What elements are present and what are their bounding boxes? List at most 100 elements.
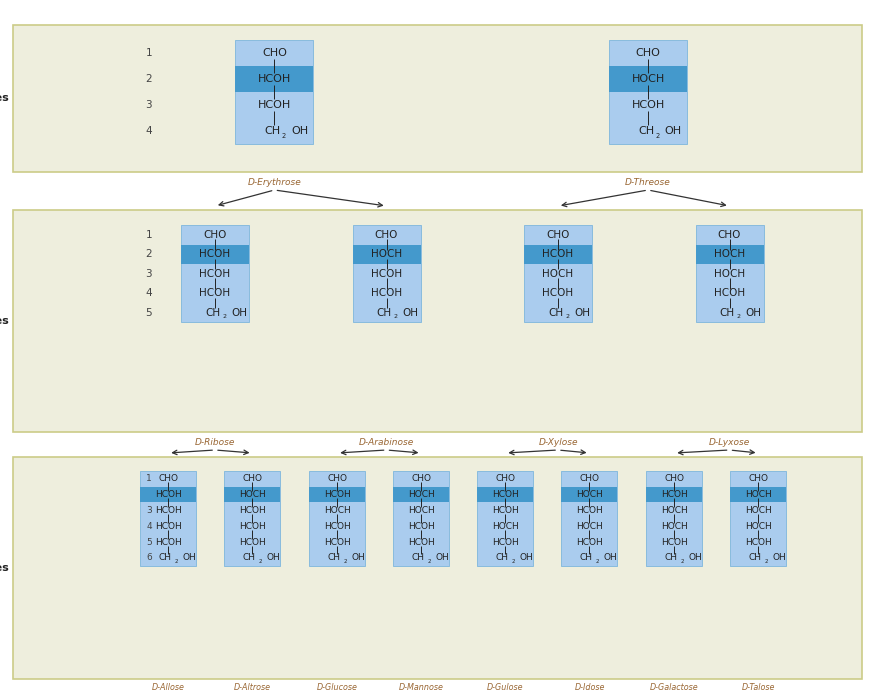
Text: 1: 1	[145, 230, 152, 239]
Text: HCOH: HCOH	[155, 538, 182, 547]
Text: OH: OH	[665, 126, 682, 136]
Text: 2: 2	[655, 133, 660, 139]
Bar	[562, 471, 618, 566]
Text: 3: 3	[146, 506, 152, 515]
Text: 2: 2	[596, 558, 598, 563]
Text: HCOH: HCOH	[239, 506, 266, 515]
Text: D-Xylose: D-Xylose	[538, 438, 578, 447]
Text: HCOH: HCOH	[239, 522, 266, 531]
Text: CH: CH	[327, 554, 340, 563]
Text: OH: OH	[291, 126, 308, 136]
Text: HCOH: HCOH	[155, 490, 182, 499]
Bar	[394, 486, 450, 502]
Text: CH: CH	[205, 308, 220, 318]
Text: HOCH: HOCH	[661, 506, 688, 515]
Text: 2: 2	[511, 558, 514, 563]
Text: 2: 2	[146, 490, 152, 499]
Text: 4: 4	[145, 126, 152, 136]
Text: CHO: CHO	[495, 475, 515, 484]
Bar	[140, 486, 196, 502]
Text: HOCH: HOCH	[745, 490, 772, 499]
Bar	[13, 25, 862, 172]
Bar	[310, 486, 366, 502]
Text: 2: 2	[343, 558, 346, 563]
Text: HCOH: HCOH	[371, 268, 402, 279]
Text: 2: 2	[222, 314, 226, 319]
Text: Aldohexoses: Aldohexoses	[0, 563, 10, 573]
Text: CH: CH	[748, 554, 761, 563]
Bar	[394, 471, 450, 566]
Bar	[235, 66, 313, 92]
Text: HCOH: HCOH	[155, 506, 182, 515]
Bar	[696, 225, 764, 322]
Text: 1: 1	[146, 475, 152, 484]
Bar	[181, 244, 249, 264]
Text: HCOH: HCOH	[200, 249, 231, 260]
Text: HOCH: HOCH	[745, 506, 772, 515]
Text: HCOH: HCOH	[661, 538, 688, 547]
Text: HCOH: HCOH	[155, 522, 182, 531]
Bar	[235, 40, 313, 144]
Text: OH: OH	[574, 308, 590, 318]
Text: 2: 2	[258, 558, 262, 563]
Text: HOCH: HOCH	[661, 522, 688, 531]
Text: OH: OH	[436, 554, 450, 563]
Text: HOCH: HOCH	[542, 268, 574, 279]
Text: HCOH: HCOH	[492, 538, 519, 547]
Text: OH: OH	[604, 554, 618, 563]
Text: OH: OH	[746, 308, 761, 318]
Text: HCOH: HCOH	[576, 538, 603, 547]
Text: D-Altrose: D-Altrose	[234, 683, 271, 692]
Text: HCOH: HCOH	[239, 538, 266, 547]
Text: 1: 1	[145, 48, 152, 58]
Text: HCOH: HCOH	[408, 538, 435, 547]
Text: D-Arabinose: D-Arabinose	[359, 438, 414, 447]
Bar	[478, 486, 534, 502]
Text: 4: 4	[145, 289, 152, 298]
Text: 2: 2	[282, 133, 286, 139]
Text: CHO: CHO	[203, 230, 227, 239]
Bar	[731, 486, 787, 502]
Text: CHO: CHO	[242, 475, 262, 484]
Text: HOCH: HOCH	[632, 74, 665, 84]
Text: CH: CH	[548, 308, 564, 318]
Text: 3: 3	[145, 100, 152, 110]
Text: D-Galactose: D-Galactose	[650, 683, 698, 692]
Text: HCOH: HCOH	[576, 506, 603, 515]
Text: HCOH: HCOH	[200, 268, 231, 279]
Bar	[353, 225, 421, 322]
Text: D-Ribose: D-Ribose	[195, 438, 235, 447]
Text: HCOH: HCOH	[714, 289, 746, 298]
Bar	[224, 486, 280, 502]
Text: CHO: CHO	[718, 230, 741, 239]
Text: HCOH: HCOH	[258, 100, 291, 110]
Text: OH: OH	[402, 308, 418, 318]
Text: CHO: CHO	[411, 475, 431, 484]
Text: HCOH: HCOH	[324, 538, 351, 547]
Text: 2: 2	[174, 558, 178, 563]
Text: HOCH: HOCH	[714, 268, 746, 279]
Text: CHO: CHO	[579, 475, 599, 484]
Text: CHO: CHO	[158, 475, 178, 484]
Text: D-Threose: D-Threose	[625, 178, 671, 187]
Bar	[524, 225, 592, 322]
Text: CH: CH	[264, 126, 281, 136]
Text: CH: CH	[495, 554, 508, 563]
Text: 2: 2	[145, 249, 152, 260]
Text: HCOH: HCOH	[408, 522, 435, 531]
Text: HOCH: HOCH	[745, 522, 772, 531]
Text: HOCH: HOCH	[239, 490, 266, 499]
Text: D-Idose: D-Idose	[574, 683, 605, 692]
Text: D-Allose: D-Allose	[152, 683, 185, 692]
Text: HCOH: HCOH	[542, 289, 574, 298]
Text: OH: OH	[520, 554, 534, 563]
Bar	[609, 40, 687, 144]
Text: HOCH: HOCH	[576, 490, 603, 499]
Text: OH: OH	[773, 554, 787, 563]
Text: D-Mannose: D-Mannose	[399, 683, 444, 692]
Bar	[562, 486, 618, 502]
Text: HCOH: HCOH	[492, 506, 519, 515]
Text: D-Gulose: D-Gulose	[487, 683, 523, 692]
Text: HOCH: HOCH	[492, 522, 519, 531]
Text: HCOH: HCOH	[745, 538, 772, 547]
